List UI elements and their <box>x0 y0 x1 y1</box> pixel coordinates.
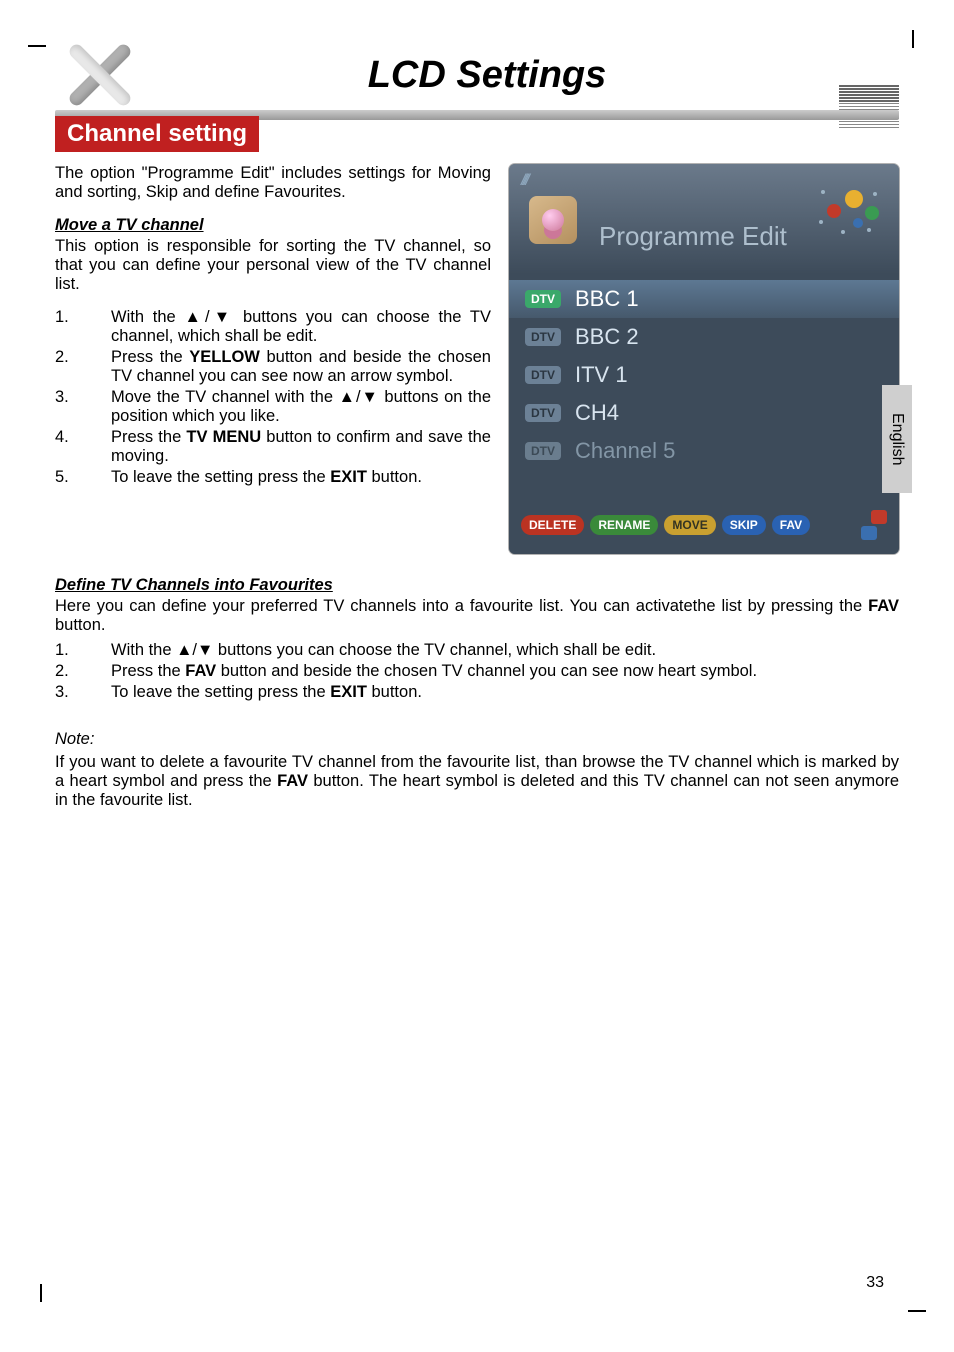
header-balls-icon <box>815 184 885 244</box>
note-text: If you want to delete a favourite TV cha… <box>55 753 899 810</box>
page-number: 33 <box>866 1274 884 1292</box>
step-text: Move the TV channel with the ▲/▼ buttons… <box>111 388 491 426</box>
dtv-badge: DTV <box>525 404 561 422</box>
rename-pill[interactable]: RENAME <box>590 515 658 535</box>
crop-mark <box>28 45 46 47</box>
channel-name: Channel 5 <box>575 438 675 464</box>
step-text: With the ▲/▼ buttons you can choose the … <box>111 641 899 660</box>
move-heading: Move a TV channel <box>55 216 491 235</box>
step-text: To leave the setting press the EXIT butt… <box>111 468 491 487</box>
header-stripes-icon: //// <box>521 172 527 190</box>
avatar-icon <box>529 196 577 244</box>
channel-row[interactable]: DTV ITV 1 <box>509 356 899 394</box>
move-pill[interactable]: MOVE <box>664 515 715 535</box>
channel-row[interactable]: DTV BBC 2 <box>509 318 899 356</box>
step-text: To leave the setting press the EXIT butt… <box>111 683 899 702</box>
move-steps: 1. With the ▲/▼ buttons you can choose t… <box>55 308 491 487</box>
channel-name: ITV 1 <box>575 362 628 388</box>
screenshot-title: Programme Edit <box>599 221 787 252</box>
crop-mark <box>908 1310 926 1312</box>
channel-list: DTV BBC 1 DTV BBC 2 DTV ITV 1 DTV CH4 DT… <box>509 274 899 500</box>
dtv-badge: DTV <box>525 290 561 308</box>
screenshot-footer: DELETE RENAME MOVE SKIP FAV <box>509 500 899 554</box>
fav-pill[interactable]: FAV <box>772 515 810 535</box>
fav-heading: Define TV Channels into Favourites <box>55 576 899 595</box>
step-num: 1. <box>55 308 111 346</box>
intro-text: The option "Programme Edit" includes set… <box>55 164 491 202</box>
channel-name: BBC 1 <box>575 286 639 312</box>
crop-mark <box>912 30 914 48</box>
channel-name: CH4 <box>575 400 619 426</box>
dtv-badge: DTV <box>525 442 561 460</box>
section-header: Channel setting <box>55 116 259 152</box>
delete-pill[interactable]: DELETE <box>521 515 584 535</box>
fav-steps: 1. With the ▲/▼ buttons you can choose t… <box>55 641 899 702</box>
step-num: 5. <box>55 468 111 487</box>
move-desc: This option is responsible for sorting t… <box>55 237 491 294</box>
note-label: Note: <box>55 730 899 749</box>
fav-intro: Here you can define your preferred TV ch… <box>55 597 899 635</box>
step-num: 1. <box>55 641 111 660</box>
screenshot-header: //// Programme Edit <box>509 164 899 274</box>
channel-row[interactable]: DTV BBC 1 <box>509 280 899 318</box>
step-text: Press the FAV button and beside the chos… <box>111 662 899 681</box>
language-tab: English <box>882 385 912 493</box>
step-num: 2. <box>55 348 111 386</box>
dtv-badge: DTV <box>525 366 561 384</box>
thumb-icon <box>861 510 887 540</box>
skip-pill[interactable]: SKIP <box>722 515 766 535</box>
channel-row[interactable]: DTV CH4 <box>509 394 899 432</box>
channel-name: BBC 2 <box>575 324 639 350</box>
page-title: LCD Settings <box>135 54 899 97</box>
step-text: Press the TV MENU button to confirm and … <box>111 428 491 466</box>
step-num: 4. <box>55 428 111 466</box>
step-text: With the ▲/▼ buttons you can choose the … <box>111 308 491 346</box>
logo-icon <box>65 40 135 110</box>
crop-mark <box>40 1284 42 1302</box>
step-num: 3. <box>55 388 111 426</box>
step-num: 2. <box>55 662 111 681</box>
programme-edit-screenshot: //// Programme Edit DTV BBC 1 DTV BBC 2 <box>509 164 899 554</box>
step-num: 3. <box>55 683 111 702</box>
channel-row[interactable]: DTV Channel 5 <box>509 432 899 470</box>
step-text: Press the YELLOW button and beside the c… <box>111 348 491 386</box>
dtv-badge: DTV <box>525 328 561 346</box>
